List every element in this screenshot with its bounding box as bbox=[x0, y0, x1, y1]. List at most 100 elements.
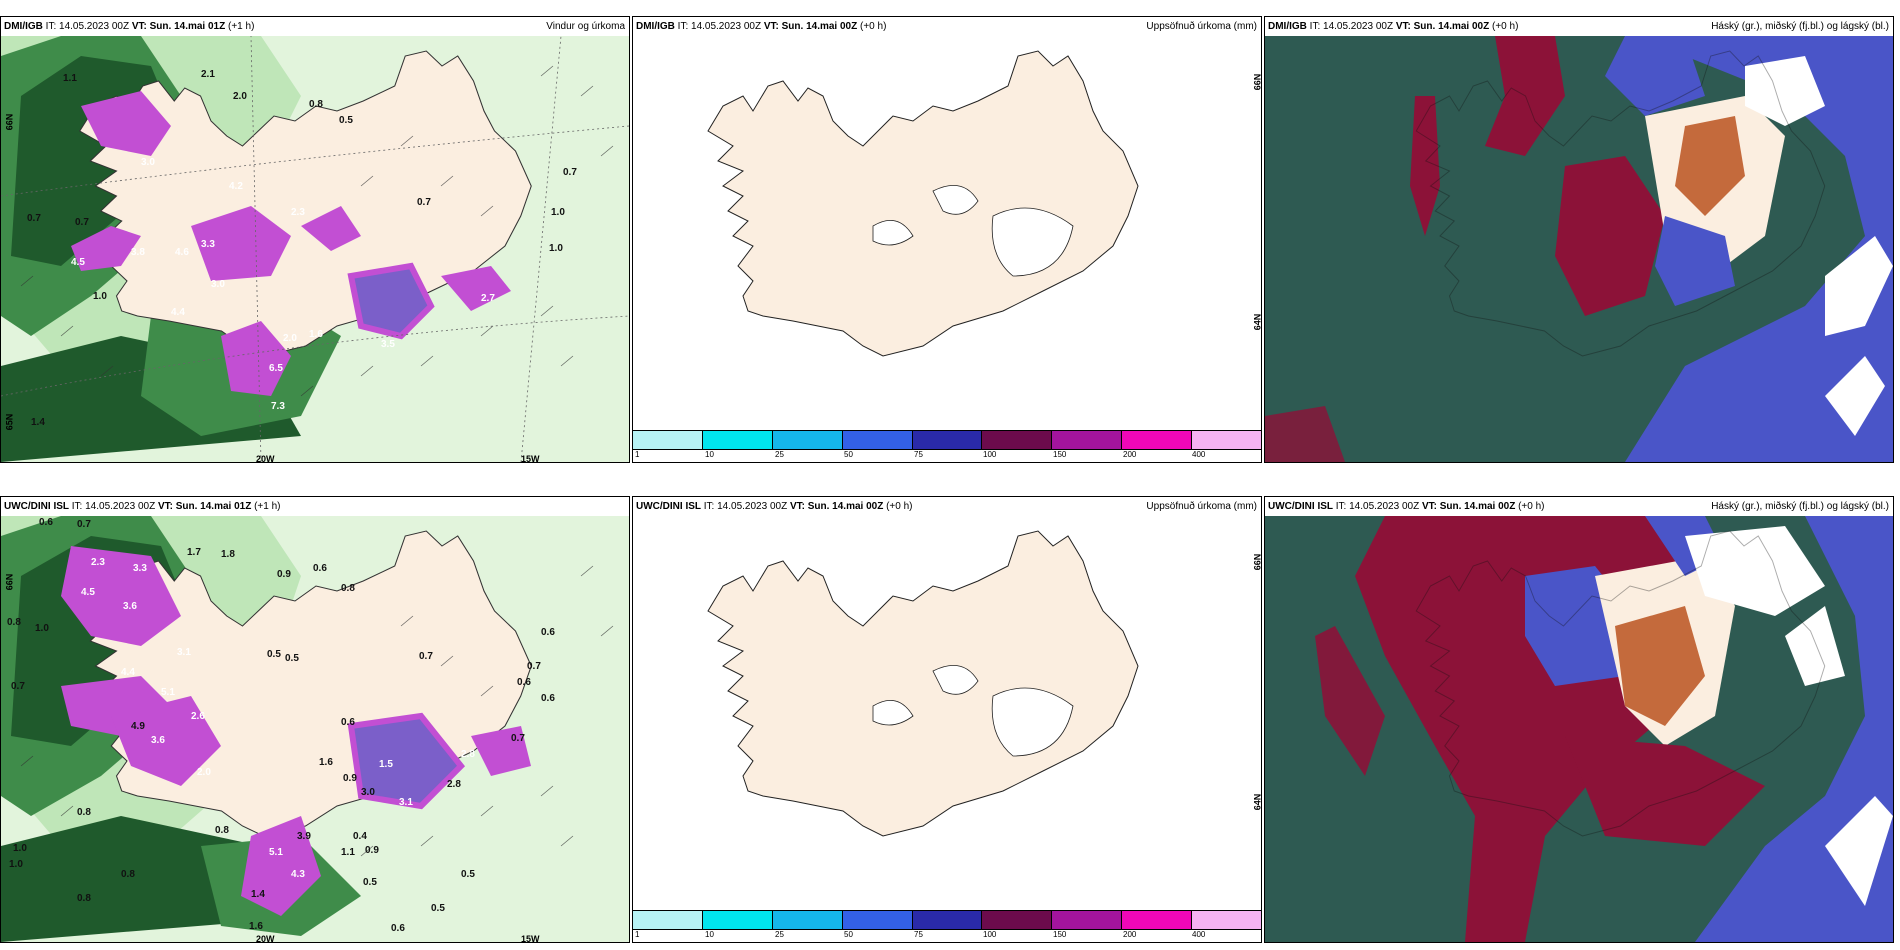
lead-time: (+1 h) bbox=[251, 501, 281, 512]
colorbar-swatch bbox=[702, 911, 773, 929]
colorbar-tick: 75 bbox=[914, 930, 923, 939]
lead-time: (+0 h) bbox=[883, 501, 913, 512]
colorbar-swatch bbox=[633, 911, 703, 929]
lat-label: 66N bbox=[1252, 73, 1262, 91]
model-name: UWC/DINI ISL bbox=[1268, 501, 1333, 512]
model-name: DMI/IGB bbox=[1268, 21, 1307, 32]
colorbar-tick: 400 bbox=[1192, 930, 1206, 939]
precip-value: 1.6 bbox=[319, 757, 333, 768]
accum-precip-map bbox=[707, 530, 1139, 837]
precip-value: 0.9 bbox=[343, 773, 357, 784]
precip-value: 3.5 bbox=[381, 339, 395, 350]
colorbar-tick: 10 bbox=[705, 450, 714, 459]
colorbar-swatch bbox=[842, 431, 913, 449]
colorbar-swatch bbox=[912, 911, 983, 929]
panel-title: Uppsöfnuð úrkoma (mm) bbox=[1146, 21, 1257, 32]
lon-label: 20W bbox=[256, 454, 275, 463]
lat-label: 64N bbox=[1252, 793, 1262, 811]
precip-value: 1.0 bbox=[549, 243, 563, 254]
lat-label: 65N bbox=[4, 413, 15, 431]
init-time: IT: 14.05.2023 00Z bbox=[1333, 501, 1422, 512]
precip-value: 0.5 bbox=[363, 877, 377, 888]
wind-precip-map bbox=[1, 36, 629, 462]
precip-value: 2.1 bbox=[201, 69, 215, 80]
colorbar-tick: 50 bbox=[844, 450, 853, 459]
precip-value: 0.8 bbox=[309, 99, 323, 110]
colorbar-swatch bbox=[982, 431, 1053, 449]
colorbar-swatch bbox=[1052, 431, 1123, 449]
precip-value: 7.3 bbox=[271, 401, 285, 412]
cloud-cover-map bbox=[1265, 36, 1893, 462]
precip-value: 0.7 bbox=[11, 681, 25, 692]
precip-value: 0.7 bbox=[417, 197, 431, 208]
colorbar-ticks: 1 10 25 50 75 100 150 200 400 bbox=[633, 450, 1261, 462]
precip-value: 0.7 bbox=[511, 733, 525, 744]
colorbar-tick: 75 bbox=[914, 450, 923, 459]
colorbar-swatch bbox=[702, 431, 773, 449]
panel-title: Vindur og úrkoma bbox=[546, 21, 625, 32]
lead-time: (+0 h) bbox=[1489, 21, 1519, 32]
precip-value: 2.8 bbox=[447, 779, 461, 790]
panel-header: DMI/IGB IT: 14.05.2023 00Z VT: Sun. 14.m… bbox=[1, 17, 629, 36]
precip-value: 0.9 bbox=[365, 845, 379, 856]
precip-value: 0.6 bbox=[341, 717, 355, 728]
precip-value: 0.5 bbox=[339, 115, 353, 126]
model-name: DMI/IGB bbox=[4, 21, 43, 32]
precip-value: 1.1 bbox=[341, 847, 355, 858]
precip-value: 0.7 bbox=[77, 519, 91, 530]
precip-value: 1.1 bbox=[63, 73, 77, 84]
precip-value: 0.7 bbox=[75, 217, 89, 228]
valid-time: VT: Sun. 14.mai 00Z bbox=[1421, 501, 1516, 512]
precip-value: 4.5 bbox=[71, 257, 85, 268]
colorbar-swatch bbox=[1192, 911, 1261, 929]
precip-value: 0.8 bbox=[77, 893, 91, 904]
precip-value: 2.3 bbox=[291, 207, 305, 218]
precip-value: 1.6 bbox=[249, 921, 263, 932]
precip-value: 1.8 bbox=[221, 549, 235, 560]
precip-value: 4.2 bbox=[229, 181, 243, 192]
colorbar-swatch bbox=[772, 431, 843, 449]
lead-time: (+0 h) bbox=[1515, 501, 1545, 512]
model-name: UWC/DINI ISL bbox=[4, 501, 69, 512]
precip-value: 3.1 bbox=[399, 797, 413, 808]
colorbar-tick: 1 bbox=[635, 930, 640, 939]
panel-accum-precip-dmi: DMI/IGB IT: 14.05.2023 00Z VT: Sun. 14.m… bbox=[632, 16, 1262, 463]
precip-value: 0.9 bbox=[277, 569, 291, 580]
precip-value: 0.6 bbox=[313, 563, 327, 574]
colorbar-tick: 50 bbox=[844, 930, 853, 939]
init-time: IT: 14.05.2023 00Z bbox=[1306, 21, 1396, 32]
panel-clouds-dmi: DMI/IGB IT: 14.05.2023 00Z VT: Sun. 14.m… bbox=[1264, 16, 1894, 463]
precip-value: 0.7 bbox=[563, 167, 577, 178]
colorbar-swatch bbox=[912, 431, 983, 449]
init-time: IT: 14.05.2023 00Z bbox=[42, 21, 132, 32]
panel-header: UWC/DINI ISL IT: 14.05.2023 00Z VT: Sun.… bbox=[633, 497, 1261, 516]
lead-time: (+0 h) bbox=[857, 21, 887, 32]
precip-value: 1.4 bbox=[251, 889, 265, 900]
lon-label: 15W bbox=[521, 454, 540, 463]
colorbar-tick: 200 bbox=[1123, 450, 1137, 459]
accum-precip-map bbox=[707, 50, 1139, 357]
precip-value: 1.0 bbox=[13, 843, 27, 854]
panel-title: Háský (gr.), miðský (fj.bl.) og lágský (… bbox=[1711, 501, 1889, 512]
precip-value: 1.0 bbox=[35, 623, 49, 634]
valid-time: VT: Sun. 14.mai 00Z bbox=[763, 21, 858, 32]
colorbar-swatch bbox=[633, 431, 703, 449]
precip-value: 2.7 bbox=[481, 293, 495, 304]
precip-value: 0.5 bbox=[267, 649, 281, 660]
colorbar-swatch bbox=[842, 911, 913, 929]
colorbar-tick: 400 bbox=[1192, 450, 1206, 459]
colorbar-swatch bbox=[1192, 431, 1261, 449]
precip-value: 1.0 bbox=[551, 207, 565, 218]
precip-value: 2.0 bbox=[283, 333, 297, 344]
precip-value: 1.6 bbox=[309, 329, 323, 340]
model-name: DMI/IGB bbox=[636, 21, 675, 32]
lat-label: 66N bbox=[1252, 553, 1262, 571]
precip-value: 0.8 bbox=[341, 583, 355, 594]
precip-value: 3.3 bbox=[133, 563, 147, 574]
colorbar-swatch bbox=[1122, 911, 1193, 929]
precip-value: 1.4 bbox=[31, 417, 45, 428]
precip-value: 2.0 bbox=[233, 91, 247, 102]
precip-value: 1.7 bbox=[187, 547, 201, 558]
precip-value: 0.6 bbox=[391, 923, 405, 934]
lon-label: 15W bbox=[521, 934, 540, 943]
